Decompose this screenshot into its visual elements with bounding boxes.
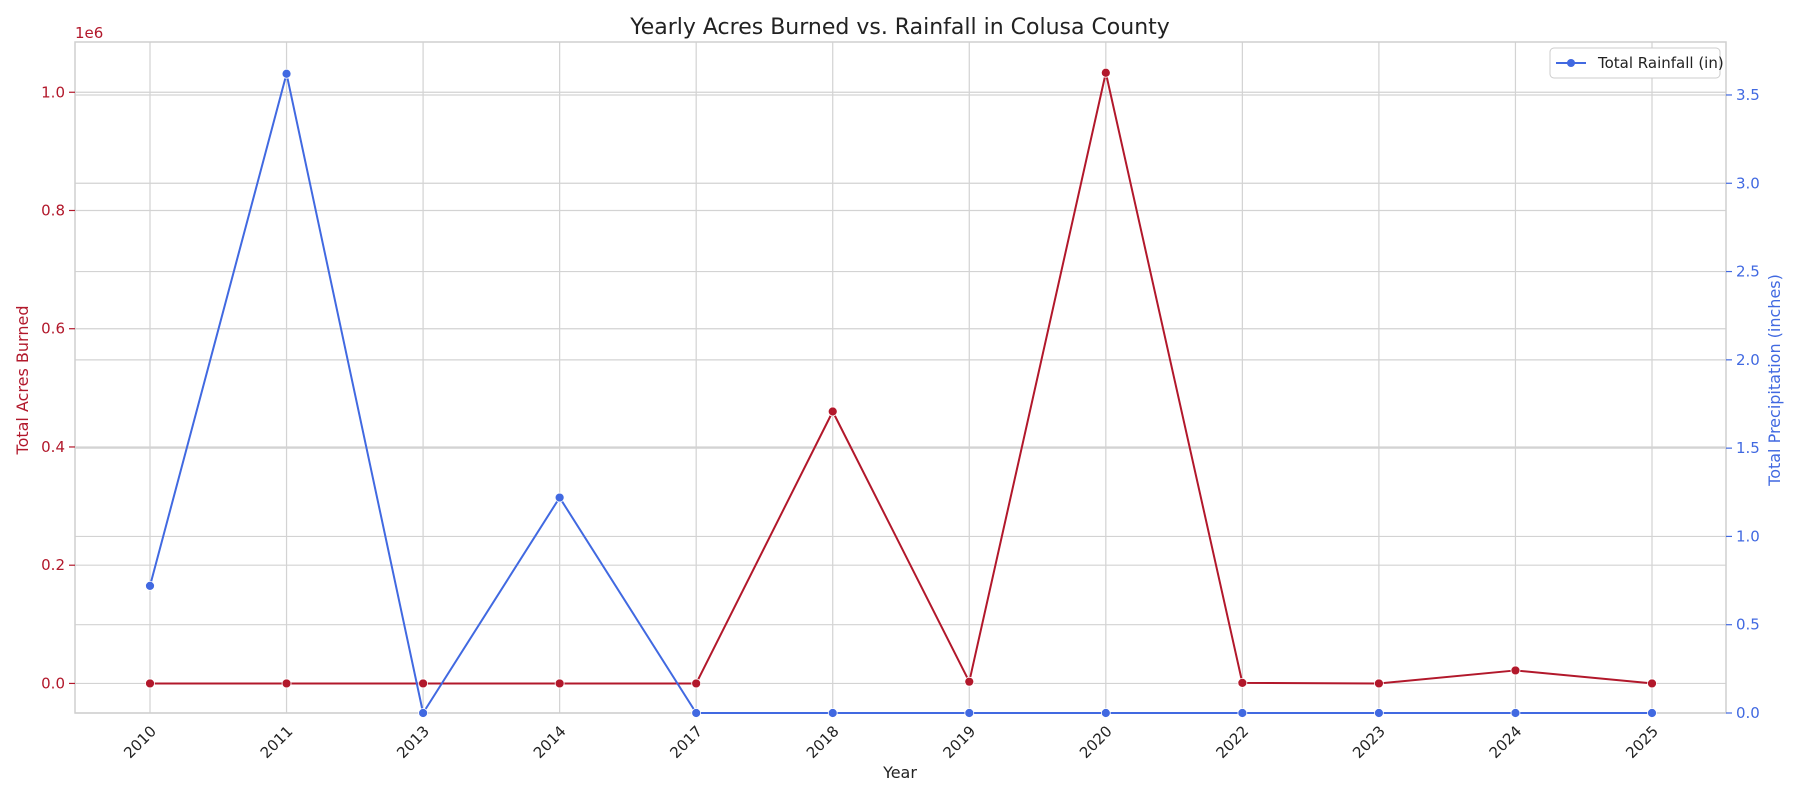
data-point-rainfall bbox=[827, 708, 838, 718]
data-point-rainfall bbox=[691, 708, 702, 718]
data-point-acres-burned bbox=[1100, 67, 1111, 78]
data-point-rainfall bbox=[418, 708, 428, 718]
data-point-acres-burned bbox=[1647, 678, 1657, 689]
left-y-tick-labels: 0.0 0.2 0.4 0.6 0.8 1.0 bbox=[41, 83, 75, 692]
data-point-acres-burned bbox=[964, 676, 975, 687]
right-y-tick-label: 0.5 bbox=[1736, 616, 1760, 634]
data-point-acres-burned bbox=[1510, 665, 1521, 676]
data-point-rainfall bbox=[1237, 708, 1248, 718]
data-point-rainfall bbox=[145, 580, 155, 591]
x-tick-label: 2022 bbox=[1213, 722, 1253, 762]
left-y-tick-label: 0.8 bbox=[41, 201, 65, 219]
data-point-acres-burned bbox=[281, 678, 292, 689]
data-point-rainfall bbox=[554, 492, 565, 503]
right-y-tick-label: 3.0 bbox=[1736, 174, 1760, 192]
legend-label-rainfall: Total Rainfall (in) bbox=[1597, 54, 1724, 72]
legend-box bbox=[1549, 47, 1721, 79]
series-line-acres-burned bbox=[150, 71, 1653, 685]
right-y-tick-label: 2.0 bbox=[1736, 351, 1760, 369]
grid bbox=[75, 42, 1726, 714]
data-point-acres-burned bbox=[691, 678, 702, 689]
plot-frame bbox=[74, 41, 1727, 714]
data-point-rainfall bbox=[964, 708, 975, 718]
data-point-rainfall bbox=[1100, 708, 1111, 718]
legend: Total Rainfall (in) bbox=[1549, 47, 1724, 79]
left-y-tick-label: 0.2 bbox=[41, 556, 65, 574]
data-point-acres-burned bbox=[554, 678, 565, 689]
x-tick-label: 2023 bbox=[1349, 722, 1389, 762]
right-y-axis-label: Total Precipitation (inches) bbox=[1765, 274, 1784, 487]
series-layer bbox=[145, 67, 1657, 718]
data-point-acres-burned bbox=[145, 678, 155, 689]
left-y-tick-label: 0.4 bbox=[41, 438, 65, 456]
left-y-axis-label: Total Acres Burned bbox=[13, 306, 32, 456]
left-y-tick-label: 1.0 bbox=[41, 83, 65, 101]
data-point-rainfall bbox=[1510, 708, 1521, 718]
left-y-tick-label: 0.0 bbox=[41, 674, 65, 692]
x-tick-labels: 2010 2011 2013 2014 2017 2018 2019 2020 2022 2023… bbox=[120, 722, 1662, 762]
x-tick-label: 2011 bbox=[257, 722, 297, 762]
legend-marker-rainfall bbox=[1567, 59, 1575, 67]
right-y-tick-label: 3.5 bbox=[1736, 86, 1760, 104]
x-tick-label: 2014 bbox=[530, 722, 570, 762]
x-tick-label: 2019 bbox=[939, 722, 979, 762]
right-y-tick-labels: 0.0 0.5 1.0 1.5 2.0 2.5 3.0 3.5 bbox=[1726, 86, 1760, 722]
chart-title: Yearly Acres Burned vs. Rainfall in Colu… bbox=[629, 15, 1170, 40]
right-y-tick-label: 1.5 bbox=[1736, 439, 1760, 457]
left-axis-offset-label: 1e6 bbox=[75, 24, 103, 42]
left-y-tick-label: 0.6 bbox=[41, 320, 65, 338]
data-point-acres-burned bbox=[1374, 678, 1384, 689]
right-y-tick-label: 1.0 bbox=[1736, 527, 1760, 545]
series-line-rainfall bbox=[149, 72, 1652, 714]
data-point-rainfall bbox=[1374, 708, 1384, 718]
x-axis-label: Year bbox=[882, 763, 917, 782]
data-point-rainfall bbox=[281, 68, 292, 79]
data-point-acres-burned bbox=[1237, 677, 1248, 688]
x-tick-label: 2024 bbox=[1486, 722, 1526, 762]
right-y-tick-label: 2.5 bbox=[1736, 263, 1760, 281]
x-tick-label: 2017 bbox=[666, 722, 706, 762]
x-tick-label: 2010 bbox=[120, 722, 160, 762]
data-point-acres-burned bbox=[827, 406, 838, 417]
right-y-tick-label: 0.0 bbox=[1736, 704, 1760, 722]
data-point-rainfall bbox=[1647, 708, 1657, 718]
x-tick-label: 2025 bbox=[1622, 722, 1662, 762]
x-tick-label: 2020 bbox=[1076, 722, 1116, 762]
x-tick-label: 2013 bbox=[393, 722, 433, 762]
x-tick-label: 2018 bbox=[803, 722, 843, 762]
data-point-acres-burned bbox=[418, 678, 428, 689]
